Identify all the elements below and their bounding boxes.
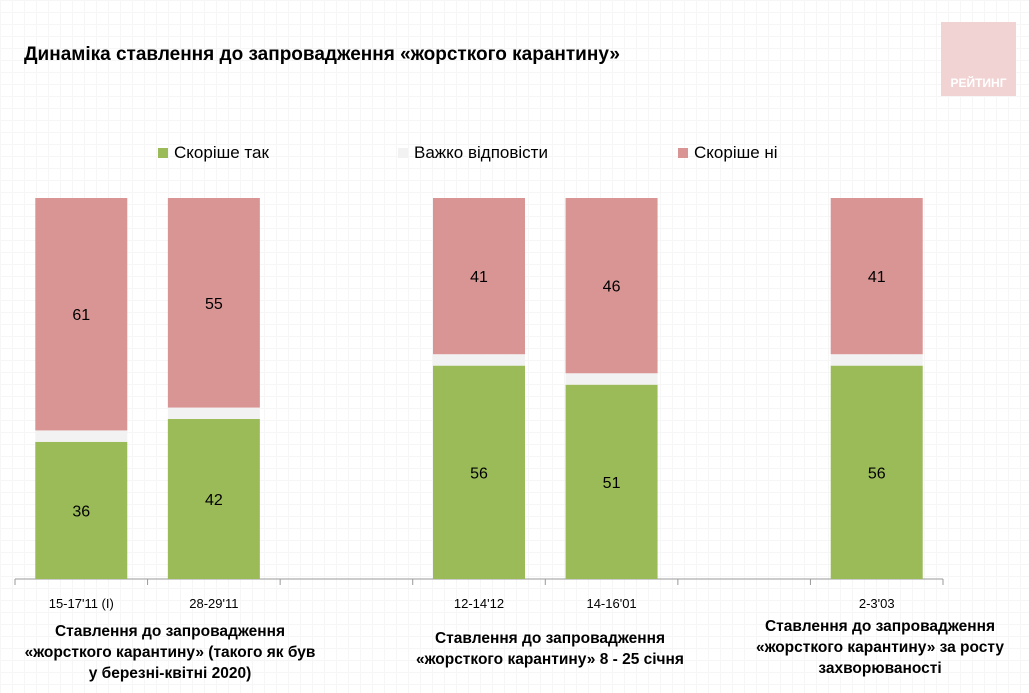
bar-segment (830, 198, 923, 355)
x-tick-label: 14-16'01 (586, 596, 636, 611)
data-label: 41 (868, 269, 886, 286)
bar-segment (565, 373, 658, 385)
bar-segment (433, 365, 525, 579)
bar-segment (167, 418, 260, 579)
legend-swatch-no (678, 148, 688, 158)
chart-title: Динаміка ставлення до запровадження «жор… (24, 44, 620, 65)
data-label: 56 (470, 465, 488, 482)
group-label-2: Ставлення до запровадження «жорсткого ка… (416, 630, 684, 668)
bar-segment (830, 354, 923, 366)
bar-segment (167, 407, 260, 419)
x-tick-label: 28-29'11 (189, 596, 238, 611)
x-tick-label: 2-3'03 (859, 596, 895, 611)
bar-segment (35, 441, 128, 579)
data-label: 46 (603, 279, 621, 296)
bar-segment (565, 198, 658, 374)
data-label: 36 (72, 503, 90, 520)
legend-label: Скоріше так (174, 143, 269, 162)
bar-segment (35, 198, 128, 431)
logo-text: РЕЙТИНГ (950, 76, 1007, 90)
data-label: 55 (205, 296, 223, 313)
legend-swatch-hard (398, 148, 408, 158)
legend-item-hard: Важко відповісти (398, 143, 548, 163)
group-label-3: Ставлення до запровадження «жорсткого ка… (755, 618, 1005, 677)
data-label: 42 (205, 492, 223, 509)
rating-logo: РЕЙТИНГ (941, 22, 1016, 96)
legend-label: Скоріше ні (694, 143, 778, 162)
legend-swatch-yes (158, 148, 168, 158)
legend-item-yes: Скоріше так (158, 143, 269, 163)
data-label: 61 (72, 307, 90, 324)
bar-segment (830, 365, 923, 579)
bar-segment (433, 354, 525, 366)
legend-label: Важко відповісти (414, 143, 548, 162)
x-tick-label: 15-17'11 (I) (49, 596, 114, 611)
bar-segment (167, 198, 260, 408)
data-label: 56 (868, 465, 886, 482)
legend-item-no: Скоріше ні (678, 143, 778, 163)
data-label: 51 (603, 475, 621, 492)
bar-segment (565, 384, 658, 579)
group-label-1: Ставлення до запровадження «жорсткого ка… (24, 623, 316, 682)
data-label: 41 (470, 269, 488, 286)
bar-segment (433, 198, 525, 355)
x-tick-label: 12-14'12 (454, 596, 504, 611)
bar-segment (35, 430, 128, 442)
